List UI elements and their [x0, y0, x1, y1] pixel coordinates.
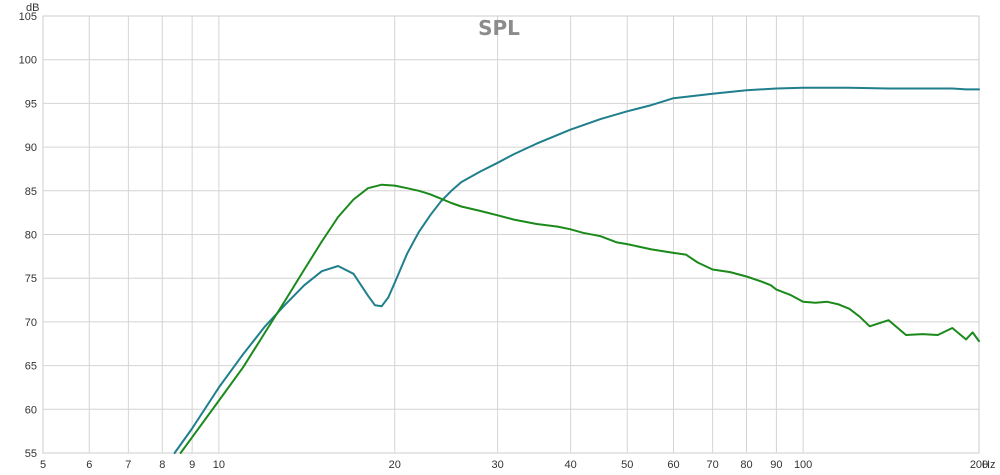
y-tick-label: 95	[25, 98, 37, 110]
x-tick-label: 20	[389, 459, 401, 471]
x-gridlines	[88, 16, 804, 453]
x-tick-label: 10	[213, 459, 225, 471]
x-tick-label: 90	[770, 459, 782, 471]
series-line-2	[179, 183, 980, 454]
x-axis-unit: Hz	[982, 459, 995, 471]
y-tick-label: 100	[19, 55, 37, 67]
x-tick-label: 50	[621, 459, 633, 471]
y-tick-label: 75	[25, 273, 37, 285]
x-tick-label: 80	[740, 459, 752, 471]
y-gridlines	[43, 59, 979, 410]
x-tick-labels: 5 6 7 8 9 10 20 30 40 50 60 70 80 90 100 200	[40, 459, 988, 471]
series-line-1	[173, 86, 980, 454]
x-tick-label: 60	[667, 459, 679, 471]
x-tick-label: 5	[40, 459, 46, 471]
x-tick-label: 30	[492, 459, 504, 471]
y-tick-label: 90	[25, 142, 37, 154]
x-tick-label: 7	[125, 459, 131, 471]
x-tick-label: 8	[159, 459, 165, 471]
series-layer	[173, 86, 980, 454]
x-tick-label: 40	[565, 459, 577, 471]
chart-title: SPL	[478, 16, 520, 40]
y-tick-label: 65	[25, 361, 37, 373]
y-tick-label: 85	[25, 186, 37, 198]
y-tick-label: 105	[19, 11, 37, 23]
y-tick-label: 70	[25, 317, 37, 329]
x-tick-label: 200	[970, 459, 988, 471]
x-tick-label: 70	[706, 459, 718, 471]
y-tick-label: 80	[25, 230, 37, 242]
y-tick-label: 55	[25, 448, 37, 460]
x-tick-label: 100	[794, 459, 812, 471]
x-tick-label: 6	[86, 459, 92, 471]
y-tick-label: 60	[25, 404, 37, 416]
x-tick-label: 9	[189, 459, 195, 471]
y-axis-label: dB	[26, 2, 39, 14]
y-tick-labels: 55 60 65 70 75 80 85 90 95 100 105	[19, 11, 37, 460]
